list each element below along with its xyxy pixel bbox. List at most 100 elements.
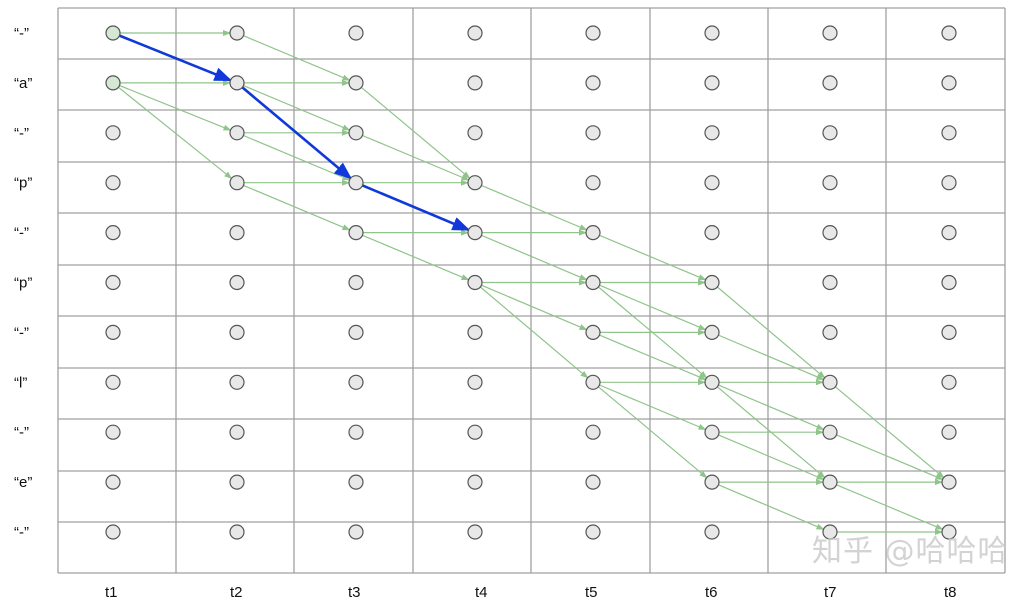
row-label: “l” [14,374,27,391]
transition-arrow [718,334,825,381]
lattice-node [348,175,364,191]
transition-arrow [716,286,826,379]
lattice-node [467,175,483,191]
lattice-node [822,175,838,191]
lattice-node [348,25,364,41]
lattice-node [822,524,838,540]
transition-arrow [599,284,707,331]
lattice-node [105,25,121,41]
transition-arrow [599,384,707,431]
lattice-node [467,424,483,440]
watermark: 知乎 @哈哈哈 [812,534,1009,569]
lattice-node [941,374,957,390]
lattice-node [229,125,245,141]
lattice-node [348,274,364,291]
transition-arrow [243,184,351,231]
lattice-node [941,125,957,141]
lattice-node [229,274,245,291]
lattice-node [941,75,957,91]
row-label: “-” [14,25,29,42]
lattice-node [585,474,601,490]
lattice-node [822,125,838,141]
lattice-node [941,324,957,340]
time-label: t5 [585,584,598,601]
lattice-node [941,25,957,41]
lattice-node [704,274,720,291]
lattice-node [941,424,957,440]
transition-arrow [362,234,470,281]
lattice-node [585,125,601,141]
lattice-node [348,75,364,91]
transition-arrow [118,86,233,179]
lattice-node [229,175,245,191]
time-label: t6 [705,584,718,601]
row-label: “-” [14,524,29,541]
nodes [105,25,957,540]
lattice-node [822,474,838,490]
lattice-node [105,175,121,191]
lattice-node [822,75,838,91]
transition-arrow [481,184,588,231]
lattice-node [822,274,838,291]
transition-arrow [243,134,351,181]
lattice-node [467,274,483,291]
lattice-node [822,424,838,440]
lattice-node [229,324,245,340]
transition-arrow [836,484,944,530]
transition-arrow [119,84,232,131]
time-label: t7 [824,584,837,601]
lattice-node [941,524,957,540]
best-path-arrow [119,34,233,82]
lattice-node [105,474,121,490]
lattice-node [822,374,838,390]
lattice-node [105,274,121,291]
lattice-node [467,225,483,241]
lattice-node [585,175,601,191]
lattice-node [941,175,957,191]
lattice-node [348,524,364,540]
time-label: t2 [230,584,243,601]
lattice-node [704,424,720,440]
lattice-node [348,324,364,340]
lattice-node [822,225,838,241]
lattice-node [467,25,483,41]
lattice-node [585,75,601,91]
lattice-node [704,374,720,390]
lattice-node [105,75,121,91]
transition-arrow [718,484,825,530]
lattice-node [822,25,838,41]
lattice-node [105,225,121,241]
lattice-node [229,474,245,490]
transition-arrow [360,86,471,179]
lattice-node [229,524,245,540]
best-path [119,34,471,232]
lattice-node [941,274,957,291]
transition-arrow [597,386,708,479]
lattice-node [585,524,601,540]
best-path-arrow [241,86,353,180]
lattice-node [822,324,838,340]
lattice-node [467,75,483,91]
row-label: “p” [14,275,32,292]
lattice-node [941,474,957,490]
lattice-node [105,424,121,440]
lattice-node [585,225,601,241]
lattice-node [704,125,720,141]
lattice-node [704,324,720,340]
row-label: “a” [14,75,32,92]
lattice-node [585,374,601,390]
row-labels: “-” “a” “-” “p” “-” “p” “-” “l” “-” “e” “-” [14,25,32,541]
transition-arrow [362,134,470,181]
lattice-node [348,424,364,440]
lattice-node [704,474,720,490]
time-label: t3 [348,584,361,601]
lattice-node [105,324,121,340]
row-label: “-” [14,324,29,341]
lattice-node [229,225,245,241]
lattice-node [467,374,483,390]
lattice-node [704,225,720,241]
lattice-node [348,125,364,141]
lattice-node [704,75,720,91]
time-labels: t1 t2 t3 t4 t5 t6 t7 t8 [105,584,957,601]
time-label: t8 [944,584,957,601]
